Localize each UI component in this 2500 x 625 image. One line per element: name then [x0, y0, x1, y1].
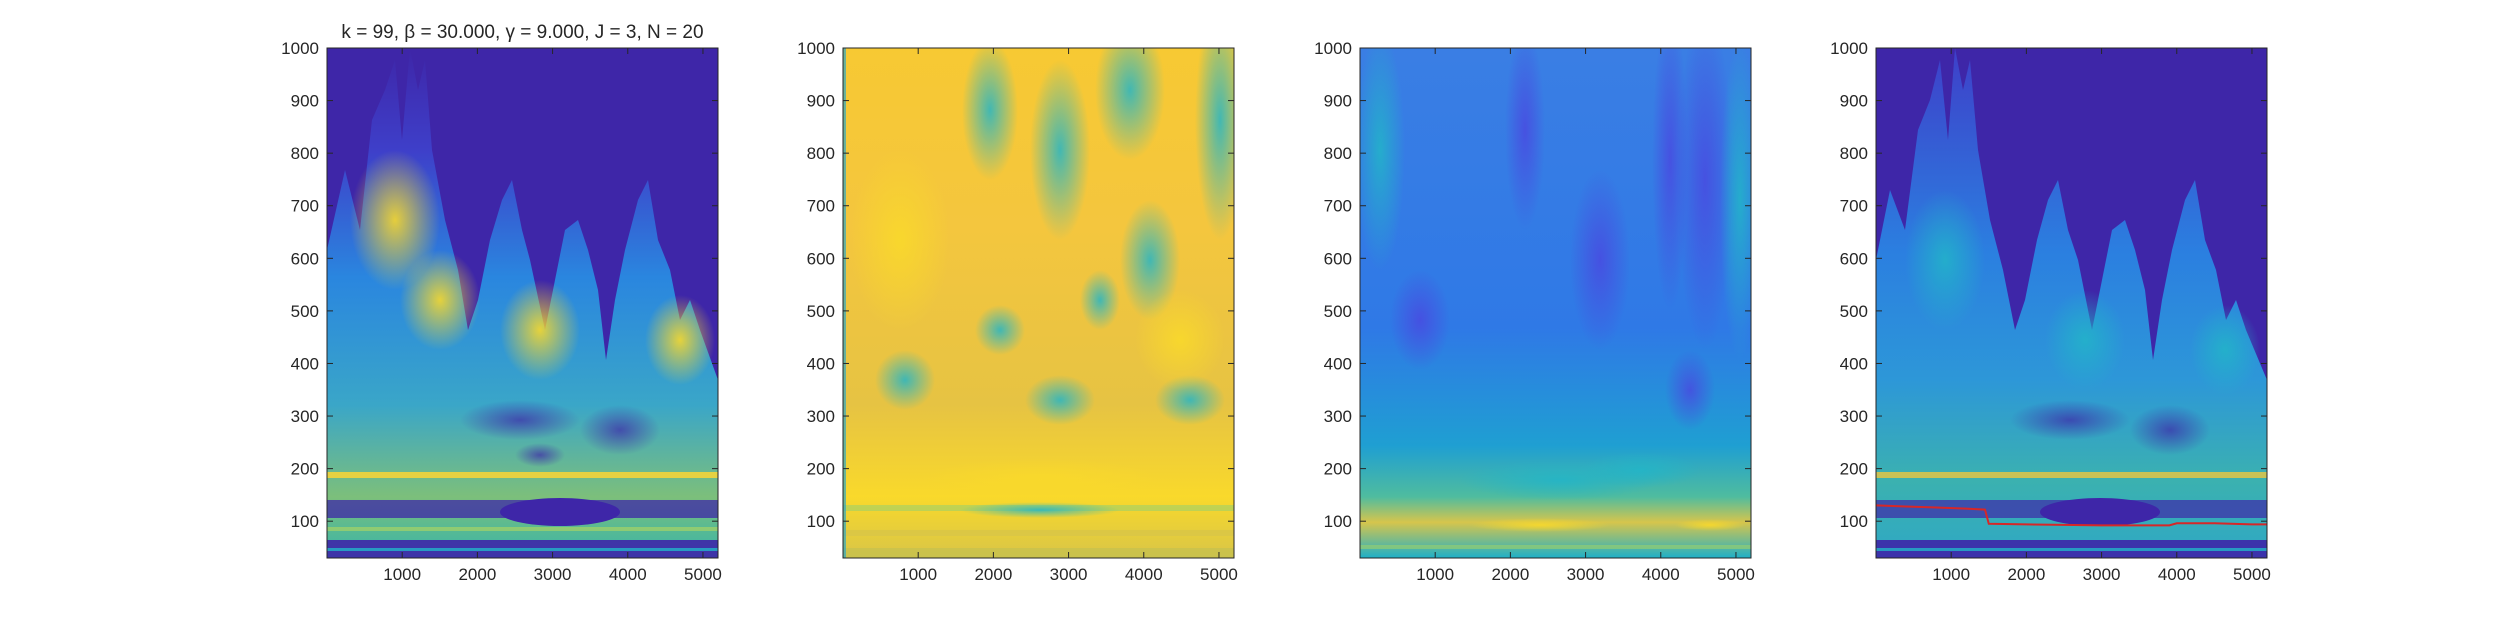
- y-tick-label: 500: [1324, 302, 1352, 321]
- y-tick-label: 800: [1840, 144, 1868, 163]
- x-tick-label: 3000: [534, 565, 572, 584]
- y-tick-label: 200: [1840, 460, 1868, 479]
- y-tick-label: 800: [807, 144, 835, 163]
- ridge-line: [1876, 504, 2267, 527]
- x-tick-label: 1000: [383, 565, 421, 584]
- chart-title-1: k = 99, β = 30.000, γ = 9.000, J = 3, N …: [341, 22, 703, 43]
- heatmap-panel-2: 1000 2000 3000 4000 5000 100 200 300 400 500 600 70…: [797, 39, 1238, 584]
- axis-ticks-2: 1000 2000 3000 4000 5000 100 200 300 400 500 600 70…: [797, 39, 1238, 584]
- y-tick-label: 100: [1324, 512, 1352, 531]
- x-tick-label: 2000: [458, 565, 496, 584]
- y-tick-label: 300: [807, 407, 835, 426]
- y-tick-label: 400: [291, 354, 319, 373]
- y-tick-label: 300: [291, 407, 319, 426]
- y-tick-label: 100: [1840, 512, 1868, 531]
- y-tick-label: 100: [291, 512, 319, 531]
- y-tick-label: 500: [807, 302, 835, 321]
- x-tick-label: 3000: [1567, 565, 1605, 584]
- x-tick-label: 1000: [899, 565, 937, 584]
- y-tick-label: 1000: [1830, 39, 1868, 58]
- y-tick-label: 800: [291, 144, 319, 163]
- axis-ticks-4: 1000 2000 3000 4000 5000 100 200 300 400 500 600 70…: [1830, 39, 2271, 584]
- heatmap-panel-1: k = 99, β = 30.000, γ = 9.000, J = 3, N …: [281, 22, 722, 584]
- y-tick-label: 200: [291, 460, 319, 479]
- heatmap-image-1: [327, 48, 718, 558]
- y-tick-label: 600: [1840, 249, 1868, 268]
- y-tick-label: 600: [807, 249, 835, 268]
- x-tick-label: 3000: [2083, 565, 2121, 584]
- x-tick-label: 4000: [1125, 565, 1163, 584]
- x-tick-label: 4000: [1642, 565, 1680, 584]
- y-tick-label: 700: [807, 197, 835, 216]
- y-tick-label: 700: [1840, 197, 1868, 216]
- y-tick-label: 600: [1324, 249, 1352, 268]
- heatmap-panel-4: 1000 2000 3000 4000 5000 100 200 300 400 500 600 70…: [1830, 39, 2271, 584]
- x-tick-label: 4000: [609, 565, 647, 584]
- heatmap-image-4: [1876, 48, 2267, 558]
- x-tick-label: 5000: [684, 565, 722, 584]
- y-tick-label: 300: [1840, 407, 1868, 426]
- x-tick-label: 5000: [1200, 565, 1238, 584]
- x-tick-label: 2000: [974, 565, 1012, 584]
- x-tick-label: 2000: [1491, 565, 1529, 584]
- axis-ticks-3: 1000 2000 3000 4000 5000 100 200 300 400 500 600 70…: [1314, 39, 1755, 584]
- y-tick-label: 400: [1324, 354, 1352, 373]
- x-tick-label: 3000: [1050, 565, 1088, 584]
- y-tick-label: 200: [1324, 460, 1352, 479]
- y-tick-label: 1000: [1314, 39, 1352, 58]
- y-tick-label: 500: [1840, 302, 1868, 321]
- x-tick-label: 5000: [2233, 565, 2271, 584]
- y-tick-label: 500: [291, 302, 319, 321]
- y-tick-label: 1000: [281, 39, 319, 58]
- y-tick-label: 400: [807, 354, 835, 373]
- x-tick-label: 1000: [1932, 565, 1970, 584]
- y-tick-label: 600: [291, 249, 319, 268]
- y-tick-label: 800: [1324, 144, 1352, 163]
- y-tick-label: 200: [807, 460, 835, 479]
- axes-frame-1: [326, 47, 719, 559]
- y-tick-label: 700: [291, 197, 319, 216]
- x-tick-label: 2000: [2007, 565, 2045, 584]
- y-tick-label: 400: [1840, 354, 1868, 373]
- axes-frame-2: [842, 47, 1235, 559]
- y-tick-label: 900: [1324, 92, 1352, 111]
- heatmap-image-3: [1360, 48, 1751, 558]
- heatmap-panel-3: 1000 2000 3000 4000 5000 100 200 300 400 500 600 70…: [1314, 39, 1755, 584]
- y-tick-label: 900: [807, 92, 835, 111]
- y-tick-label: 700: [1324, 197, 1352, 216]
- y-tick-label: 900: [291, 92, 319, 111]
- x-tick-label: 4000: [2158, 565, 2196, 584]
- y-tick-label: 900: [1840, 92, 1868, 111]
- x-tick-label: 5000: [1717, 565, 1755, 584]
- axes-frame-4: [1875, 47, 2268, 559]
- x-tick-label: 1000: [1416, 565, 1454, 584]
- axis-ticks-1: 1000 2000 3000 4000 5000 100 200 300 400 500 600 70…: [281, 39, 722, 584]
- axes-frame-3: [1359, 47, 1752, 559]
- y-tick-label: 100: [807, 512, 835, 531]
- heatmap-image-2: [843, 48, 1234, 558]
- y-tick-label: 300: [1324, 407, 1352, 426]
- y-tick-label: 1000: [797, 39, 835, 58]
